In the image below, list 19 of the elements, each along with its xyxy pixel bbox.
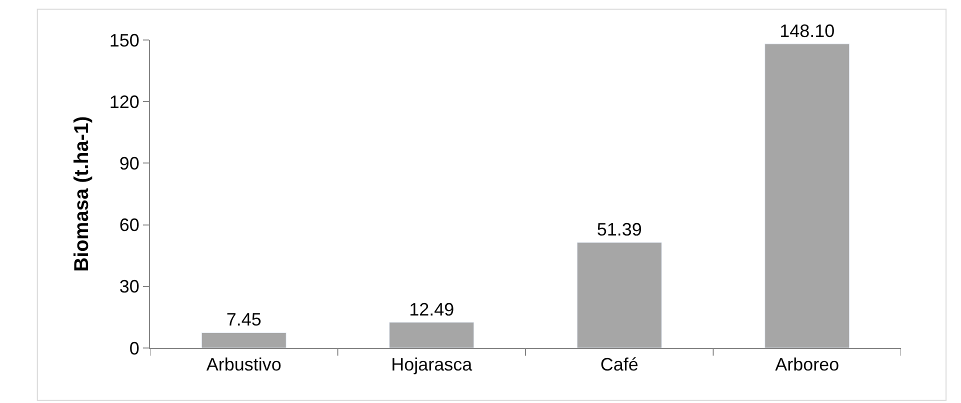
x-tick-label: Hojarasca bbox=[391, 354, 474, 375]
y-tick-label: 90 bbox=[119, 154, 140, 174]
bar bbox=[201, 332, 286, 348]
bar bbox=[389, 322, 474, 348]
bar bbox=[576, 242, 662, 348]
data-label: 7.45 bbox=[226, 310, 262, 330]
x-tick-label: Café bbox=[600, 354, 638, 375]
y-tick-label: 120 bbox=[109, 92, 140, 112]
data-label: 148.10 bbox=[780, 20, 835, 41]
data-label: 12.49 bbox=[409, 299, 454, 320]
y-tick-label: 150 bbox=[109, 30, 140, 50]
y-tick-label: 60 bbox=[119, 215, 140, 236]
x-tick-label: Arbustivo bbox=[206, 354, 282, 375]
y-tick-label: 30 bbox=[119, 276, 140, 297]
bar bbox=[764, 44, 850, 348]
y-tick-label: 0 bbox=[129, 338, 140, 358]
data-label: 51.39 bbox=[596, 219, 642, 240]
y-axis-title: Biomasa (t.ha-1) bbox=[70, 116, 93, 272]
x-tick-label: Arboreo bbox=[775, 354, 840, 375]
